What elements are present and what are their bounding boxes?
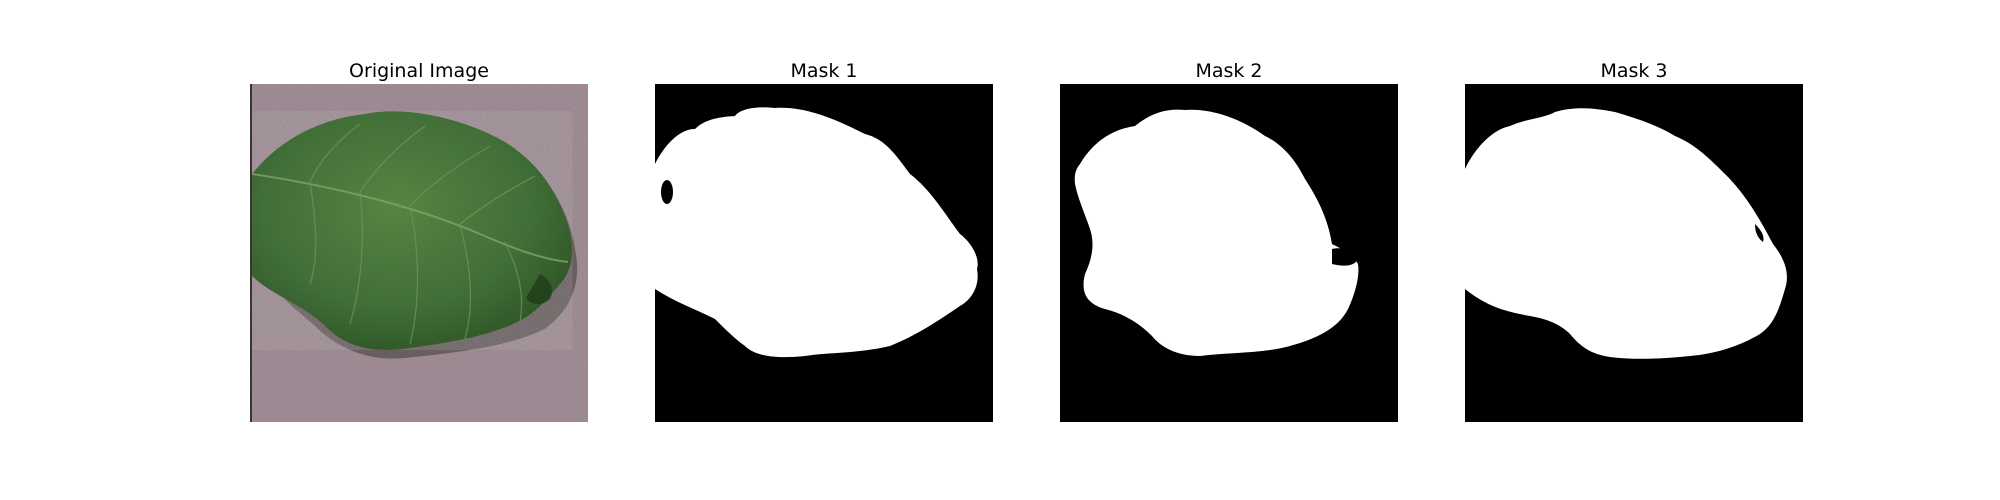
panel-mask-1: Mask 1	[655, 58, 993, 422]
leaf-photo	[250, 84, 588, 422]
mask-image	[1465, 84, 1803, 422]
panel-mask-3: Mask 3	[1465, 58, 1803, 422]
panel-title: Mask 1	[655, 58, 993, 84]
mask-image	[1060, 84, 1398, 422]
mask-image	[655, 84, 993, 422]
panel-title: Mask 2	[1060, 58, 1398, 84]
panel-mask-2: Mask 2	[1060, 58, 1398, 422]
panel-title: Original Image	[250, 58, 588, 84]
panel-title: Mask 3	[1465, 58, 1803, 84]
panel-original-image: Original Image	[250, 58, 588, 422]
